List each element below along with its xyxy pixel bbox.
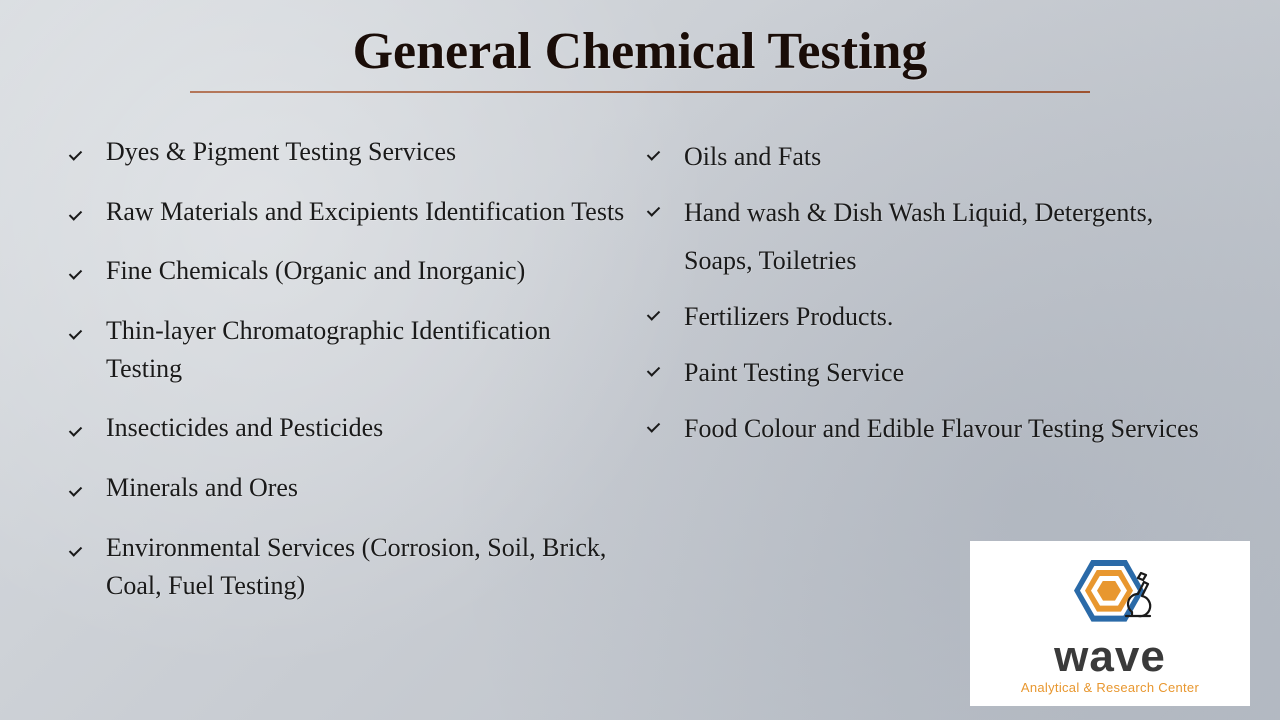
list-item-text: Food Colour and Edible Flavour Testing S… <box>684 405 1210 453</box>
list-item-text: Fertilizers Products. <box>684 293 1210 341</box>
list-item-text: Insecticides and Pesticides <box>106 409 632 447</box>
logo-name: wave <box>1054 636 1166 678</box>
list-item: Insecticides and Pesticides <box>70 409 632 447</box>
check-icon <box>70 419 88 437</box>
company-logo: wave Analytical & Research Center <box>970 541 1250 706</box>
list-item: Raw Materials and Excipients Identificat… <box>70 193 632 231</box>
left-column: Dyes & Pigment Testing Services Raw Mate… <box>70 133 640 626</box>
list-item-text: Environmental Services (Corrosion, Soil,… <box>106 529 632 604</box>
check-icon <box>70 203 88 221</box>
logo-subtitle: Analytical & Research Center <box>1021 680 1199 695</box>
list-item-text: Dyes & Pigment Testing Services <box>106 133 632 171</box>
page-title: General Chemical Testing <box>0 0 1280 91</box>
list-item: Fertilizers Products. <box>648 293 1210 341</box>
list-item-text: Thin-layer Chromatographic Identificatio… <box>106 312 632 387</box>
check-icon <box>648 303 666 321</box>
check-icon <box>648 359 666 377</box>
title-underline <box>190 91 1090 93</box>
list-item: Food Colour and Edible Flavour Testing S… <box>648 405 1210 453</box>
list-item: Thin-layer Chromatographic Identificatio… <box>70 312 632 387</box>
list-item: Hand wash & Dish Wash Liquid, Detergents… <box>648 189 1210 285</box>
check-icon <box>70 539 88 557</box>
check-icon <box>648 199 666 217</box>
list-item-text: Minerals and Ores <box>106 469 632 507</box>
check-icon <box>70 262 88 280</box>
check-icon <box>70 322 88 340</box>
list-item-text: Hand wash & Dish Wash Liquid, Detergents… <box>684 189 1210 285</box>
check-icon <box>648 143 666 161</box>
microscope-icon <box>1120 570 1156 620</box>
list-item-text: Raw Materials and Excipients Identificat… <box>106 193 632 231</box>
list-item-text: Fine Chemicals (Organic and Inorganic) <box>106 252 632 290</box>
check-icon <box>70 143 88 161</box>
list-item-text: Oils and Fats <box>684 133 1210 181</box>
check-icon <box>648 415 666 433</box>
list-item: Paint Testing Service <box>648 349 1210 397</box>
list-item-text: Paint Testing Service <box>684 349 1210 397</box>
list-item: Minerals and Ores <box>70 469 632 507</box>
list-item: Environmental Services (Corrosion, Soil,… <box>70 529 632 604</box>
check-icon <box>70 479 88 497</box>
list-item: Fine Chemicals (Organic and Inorganic) <box>70 252 632 290</box>
list-item: Oils and Fats <box>648 133 1210 181</box>
logo-mark-icon <box>1070 552 1150 632</box>
list-item: Dyes & Pigment Testing Services <box>70 133 632 171</box>
